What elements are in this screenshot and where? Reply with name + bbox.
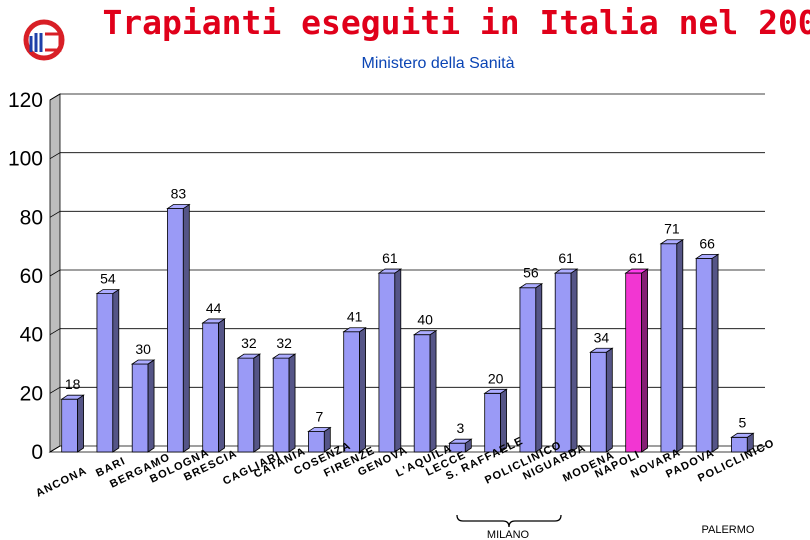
chart-title: Trapianti eseguiti in Italia nel 2005 [102, 3, 810, 42]
data-label: 7 [315, 408, 323, 424]
bar [307, 426, 332, 453]
y-tick-label: 0 [31, 441, 43, 464]
data-label: 32 [276, 335, 292, 351]
gridline-connector [49, 386, 61, 394]
data-label: 61 [629, 250, 645, 266]
group-label-milano: MILANO [487, 529, 530, 540]
data-label: 30 [135, 341, 151, 357]
gridlines [49, 93, 765, 453]
data-label: 83 [171, 186, 187, 202]
bar [95, 288, 121, 453]
bar [694, 253, 720, 453]
y-tick-label: 100 [8, 148, 43, 171]
data-label: 66 [699, 235, 715, 251]
milano-brace [456, 514, 562, 528]
bar [730, 432, 755, 453]
data-label: 40 [417, 312, 433, 328]
data-label: 5 [738, 414, 746, 430]
ministry-logo-icon [23, 19, 65, 61]
bar [412, 329, 438, 453]
gridline-connector [49, 328, 61, 336]
bar [659, 238, 685, 453]
gridline-connector [49, 152, 61, 160]
data-label: 18 [65, 376, 81, 392]
y-tick-label: 80 [20, 206, 43, 229]
bar [201, 318, 226, 453]
data-label: 3 [456, 420, 464, 436]
bar [553, 268, 579, 453]
gridline-connector [49, 445, 61, 453]
group-annotations: MILANO PALERMO [456, 514, 755, 540]
y-axis-ticks: 0 20 40 60 80 100 120 [8, 89, 43, 464]
bar [518, 282, 544, 453]
y-tick-label: 40 [20, 324, 43, 347]
plot-area [48, 93, 767, 453]
data-label: 61 [382, 250, 398, 266]
bar [166, 203, 191, 453]
bar [483, 388, 508, 453]
bar [60, 394, 85, 453]
data-label: 41 [347, 309, 363, 325]
bar [377, 268, 403, 453]
data-label: 34 [594, 329, 610, 345]
bar [236, 353, 262, 453]
bar [271, 353, 297, 453]
bar [624, 268, 649, 453]
gridline-connector [49, 269, 61, 277]
bar [448, 438, 473, 453]
y-tick-label: 120 [8, 89, 43, 112]
bars [60, 203, 755, 453]
bar [589, 347, 614, 453]
chart-subtitle: Ministero della Sanità [362, 55, 515, 72]
data-label: 56 [523, 265, 539, 281]
bar [342, 326, 367, 453]
data-label: 20 [488, 370, 504, 386]
data-label: 44 [206, 300, 222, 316]
data-label: 71 [664, 221, 680, 237]
gridline-connector [49, 210, 61, 218]
gridline-connector [49, 93, 61, 101]
y-tick-label: 20 [20, 382, 43, 405]
bar [130, 359, 156, 453]
data-label: 54 [100, 271, 116, 287]
y-tick-label: 60 [20, 265, 43, 288]
data-label: 32 [241, 335, 257, 351]
data-labels: 18 54 30 83 44 32 32 7 41 61 40 3 20 56 61 34 61 71 66 5 [65, 186, 747, 437]
data-label: 61 [558, 250, 574, 266]
x-tick-label: ANCONA [34, 465, 89, 500]
group-label-palermo: PALERMO [702, 524, 755, 536]
